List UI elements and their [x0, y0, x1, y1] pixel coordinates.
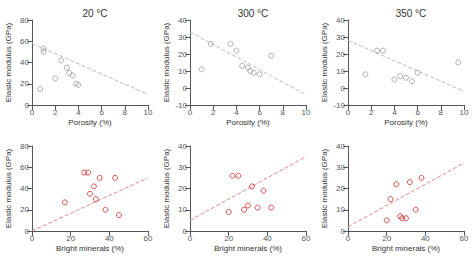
svg-text:2: 2: [53, 108, 58, 117]
svg-text:Bright minerals (%): Bright minerals (%): [372, 244, 440, 253]
svg-text:60: 60: [144, 234, 153, 243]
svg-text:20: 20: [336, 184, 345, 193]
svg-text:30: 30: [178, 163, 187, 172]
svg-text:30: 30: [178, 33, 187, 42]
svg-text:6: 6: [257, 108, 262, 117]
svg-text:20: 20: [178, 50, 187, 59]
svg-text:0: 0: [24, 226, 29, 236]
svg-text:20: 20: [382, 234, 391, 243]
svg-text:350 °C: 350 °C: [396, 8, 427, 19]
svg-text:20 °C: 20 °C: [82, 8, 107, 19]
svg-text:6: 6: [99, 108, 104, 117]
svg-text:Elastic modulus (GPa): Elastic modulus (GPa): [4, 22, 13, 102]
svg-text:40: 40: [263, 234, 272, 243]
svg-text:20: 20: [224, 234, 233, 243]
svg-text:0: 0: [188, 234, 193, 243]
svg-text:30: 30: [336, 33, 345, 42]
svg-text:0: 0: [346, 108, 351, 117]
svg-text:Elastic modulus (GPa): Elastic modulus (GPa): [320, 22, 329, 102]
svg-text:8: 8: [281, 108, 286, 117]
svg-text:10: 10: [178, 67, 187, 76]
svg-text:8: 8: [123, 108, 128, 117]
svg-text:60: 60: [302, 234, 311, 243]
svg-text:0: 0: [341, 84, 346, 93]
svg-text:60: 60: [460, 234, 469, 243]
svg-text:20: 20: [66, 234, 75, 243]
svg-text:40: 40: [178, 142, 187, 151]
svg-text:Porosity (%): Porosity (%): [384, 118, 428, 127]
svg-text:10: 10: [302, 108, 311, 117]
svg-text:Elastic modulus (GPa): Elastic modulus (GPa): [4, 148, 13, 228]
svg-text:Bright minerals (%): Bright minerals (%): [56, 244, 124, 253]
svg-text:0: 0: [30, 108, 35, 117]
svg-text:40: 40: [421, 234, 430, 243]
svg-text:4: 4: [392, 108, 397, 117]
svg-text:2: 2: [211, 108, 216, 117]
svg-text:4: 4: [76, 108, 81, 117]
svg-text:40: 40: [336, 16, 345, 25]
svg-text:40: 40: [20, 184, 29, 193]
svg-text:40: 40: [336, 142, 345, 151]
svg-text:10: 10: [144, 108, 153, 117]
svg-text:0: 0: [340, 226, 345, 236]
svg-text:Porosity (%): Porosity (%): [226, 118, 270, 127]
svg-text:4: 4: [234, 108, 239, 117]
svg-text:20: 20: [178, 184, 187, 193]
svg-text:0: 0: [24, 100, 29, 110]
svg-text:8: 8: [439, 108, 444, 117]
svg-text:30: 30: [336, 163, 345, 172]
svg-text:10: 10: [336, 67, 345, 76]
svg-text:Porosity (%): Porosity (%): [68, 118, 112, 127]
svg-text:6: 6: [415, 108, 420, 117]
svg-text:80: 80: [20, 16, 29, 25]
svg-text:40: 40: [105, 234, 114, 243]
svg-text:10: 10: [336, 205, 345, 214]
svg-text:0: 0: [182, 226, 187, 236]
svg-text:10: 10: [460, 108, 469, 117]
svg-text:Bright minerals (%): Bright minerals (%): [214, 244, 282, 253]
svg-text:300 °C: 300 °C: [238, 8, 269, 19]
svg-text:40: 40: [178, 16, 187, 25]
svg-text:Elastic modulus (GPa): Elastic modulus (GPa): [320, 148, 329, 228]
svg-text:60: 60: [20, 163, 29, 172]
svg-text:0: 0: [346, 234, 351, 243]
svg-text:20: 20: [20, 205, 29, 214]
svg-text:10: 10: [178, 205, 187, 214]
svg-text:-10: -10: [333, 101, 345, 110]
svg-text:Elastic modulus (GPa): Elastic modulus (GPa): [162, 22, 171, 102]
svg-text:20: 20: [336, 50, 345, 59]
svg-text:0: 0: [183, 84, 188, 93]
svg-text:Elastic modulus (GPa): Elastic modulus (GPa): [162, 148, 171, 228]
svg-text:0: 0: [30, 234, 35, 243]
svg-text:2: 2: [369, 108, 374, 117]
svg-text:0: 0: [188, 108, 193, 117]
svg-text:40: 40: [20, 58, 29, 67]
svg-text:-10: -10: [175, 101, 187, 110]
svg-text:80: 80: [20, 142, 29, 151]
svg-text:60: 60: [20, 37, 29, 46]
svg-text:20: 20: [20, 79, 29, 88]
